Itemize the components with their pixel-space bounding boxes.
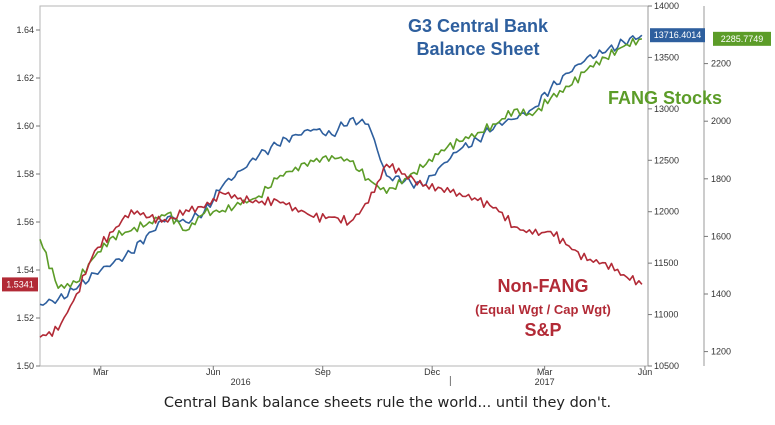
right-1-tick-label: 13500	[654, 52, 679, 62]
left-tick-label: 1.60	[16, 121, 34, 131]
left-tick-label: 1.50	[16, 361, 34, 371]
right-1-tick-label: 11000	[654, 310, 678, 320]
non-fang-tag-bg	[2, 277, 38, 292]
right-2-tick-label: 1600	[711, 231, 731, 241]
left-tick-label: 1.52	[16, 313, 34, 323]
x-axis: Mar Jun Sep Dec Mar Jun 2016 2017	[93, 366, 652, 387]
left-tick-label: 1.62	[16, 73, 34, 83]
right-1-tick-label: 11500	[654, 258, 678, 268]
year-label: 2017	[535, 377, 555, 387]
left-tick-label: 1.64	[16, 25, 34, 35]
right-1-tick-label: 12500	[654, 155, 679, 165]
plot-frame	[39, 5, 649, 367]
right-1-tick-label: 10500	[654, 361, 679, 371]
non-fang-tag-label: 1.5341	[6, 279, 34, 289]
right-2-tick-label: 2000	[711, 116, 731, 126]
annotation-blue-line2: Balance Sheet	[416, 39, 539, 59]
annotation-green: FANG Stocks	[608, 88, 722, 108]
year-label: 2016	[231, 377, 251, 387]
x-tick-label: Dec	[424, 367, 441, 377]
chart: 1.50 1.52 1.54 1.56 1.58 1.60 1.62 1.64 10500 11…	[2, 1, 771, 387]
caption: Central Bank balance sheets rule the wor…	[163, 395, 612, 411]
annotation-red-line3: S&P	[524, 320, 561, 340]
right-1-tick-label: 12000	[654, 207, 679, 217]
fang-tag-bg	[713, 31, 771, 46]
x-tick-label: Sep	[315, 367, 331, 377]
last-value-tags: 13716.4014 2285.7749 1.5341	[2, 28, 771, 292]
x-tick-label: Mar	[537, 367, 553, 377]
x-tick-label: Jun	[638, 367, 653, 377]
left-tick-label: 1.56	[16, 217, 34, 227]
right-2-tick-label: 1200	[711, 347, 731, 357]
x-tick-label: Mar	[93, 367, 109, 377]
annotation-red-line2: (Equal Wgt / Cap Wgt)	[475, 302, 611, 317]
right-axis-balance-sheet: 10500 11000 11500 12000 12500 13000 13500 14000	[647, 1, 679, 371]
right-2-tick-label: 2200	[711, 59, 731, 69]
right-2-tick-label: 1800	[711, 174, 731, 184]
left-axis: 1.50 1.52 1.54 1.56 1.58 1.60 1.62 1.64	[16, 25, 40, 371]
fang-tag-label: 2285.7749	[721, 34, 764, 44]
annotation-blue-line1: G3 Central Bank	[408, 16, 549, 36]
series-line-0	[39, 34, 643, 306]
x-tick-label: Jun	[206, 367, 221, 377]
right-1-tick-label: 13000	[654, 104, 679, 114]
balance-sheet-tag-label: 13716.4014	[654, 30, 702, 40]
left-tick-label: 1.58	[16, 169, 34, 179]
right-axis-fang: 1200 1400 1600 1800 2000 2200	[703, 6, 731, 366]
series-layer	[39, 34, 643, 338]
right-2-tick-label: 1400	[711, 289, 731, 299]
left-tick-label: 1.54	[16, 265, 34, 275]
balance-sheet-tag-bg	[650, 28, 705, 43]
series-line-2	[39, 163, 643, 338]
right-1-tick-label: 14000	[654, 1, 679, 11]
annotation-red-line1: Non-FANG	[498, 276, 589, 296]
series-line-1	[39, 37, 643, 289]
